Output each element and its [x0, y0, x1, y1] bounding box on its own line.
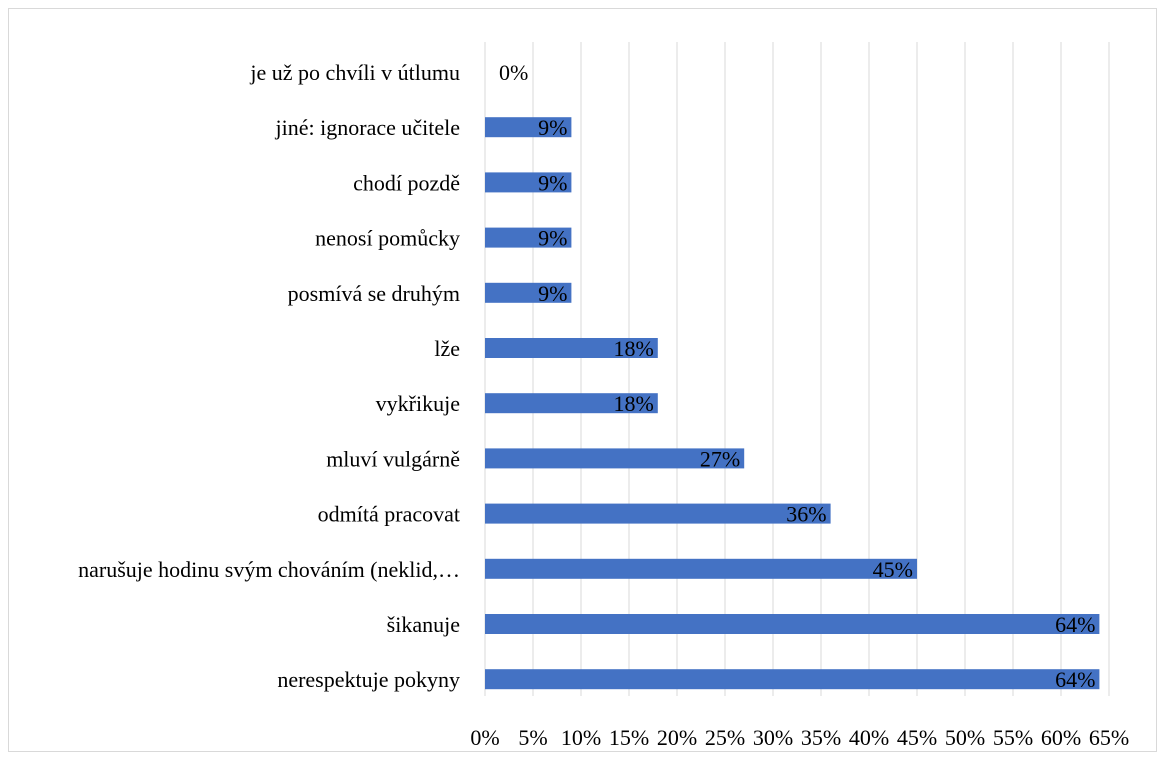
- category-label: jiné: ignorace učitele: [275, 115, 460, 140]
- bars: [485, 117, 1100, 690]
- bar: [485, 338, 658, 358]
- category-label: narušuje hodinu svým chováním (neklid,…: [78, 557, 460, 582]
- data-labels: 0% 9% 9% 9% 9% 18% 18% 27% 36% 45% 64% 64%: [499, 60, 1095, 692]
- category-label: lže: [434, 336, 460, 361]
- x-tick-label: 30%: [753, 725, 793, 750]
- x-tick-label: 15%: [609, 725, 649, 750]
- category-label: posmívá se druhým: [288, 281, 460, 306]
- category-label: mluví vulgárně: [326, 446, 460, 471]
- data-label: 45%: [873, 557, 913, 582]
- bar: [485, 117, 572, 138]
- category-label: je už po chvíli v útlumu: [249, 60, 460, 85]
- x-tick-label: 35%: [801, 725, 841, 750]
- category-label: nerespektuje pokyny: [277, 667, 460, 692]
- x-tick-label: 50%: [945, 725, 985, 750]
- category-label: nenosí pomůcky: [315, 226, 460, 251]
- data-label: 18%: [613, 391, 653, 416]
- data-label: 9%: [538, 170, 567, 195]
- category-label: odmítá pracovat: [318, 502, 460, 527]
- x-tick-label: 0%: [470, 725, 499, 750]
- x-tick-label: 5%: [518, 725, 547, 750]
- data-label: 9%: [538, 281, 567, 306]
- category-label: chodí pozdě: [353, 170, 460, 195]
- x-tick-label: 20%: [657, 725, 697, 750]
- x-tick-label: 10%: [561, 725, 601, 750]
- bar: [485, 448, 745, 469]
- x-tick-labels: 0% 5% 10% 15% 20% 25% 30% 35% 40% 45% 50% 55% 60% 65%: [470, 725, 1129, 750]
- x-tick-label: 65%: [1089, 725, 1129, 750]
- category-label: šikanuje: [387, 612, 460, 637]
- bar: [485, 558, 917, 579]
- data-label: 64%: [1055, 667, 1095, 692]
- category-labels: je už po chvíli v útlumu jiné: ignorace u…: [78, 60, 460, 692]
- data-label: 0%: [499, 60, 528, 85]
- x-tick-label: 60%: [1041, 725, 1081, 750]
- bar: [485, 282, 572, 303]
- data-label: 9%: [538, 115, 567, 140]
- data-label: 9%: [538, 226, 567, 251]
- category-label: vykřikuje: [376, 391, 460, 416]
- data-label: 36%: [786, 502, 826, 527]
- x-tick-label: 25%: [705, 725, 745, 750]
- data-label: 64%: [1055, 612, 1095, 637]
- data-label: 27%: [700, 446, 740, 471]
- bar: [485, 172, 572, 193]
- bar: [485, 614, 1100, 634]
- data-label: 18%: [613, 336, 653, 361]
- bar: [485, 393, 658, 414]
- bar: [485, 503, 831, 524]
- x-tick-label: 45%: [897, 725, 937, 750]
- bar: [485, 227, 572, 248]
- bar: [485, 669, 1100, 690]
- x-tick-label: 40%: [849, 725, 889, 750]
- x-tick-label: 55%: [993, 725, 1033, 750]
- gridlines: [484, 42, 1110, 696]
